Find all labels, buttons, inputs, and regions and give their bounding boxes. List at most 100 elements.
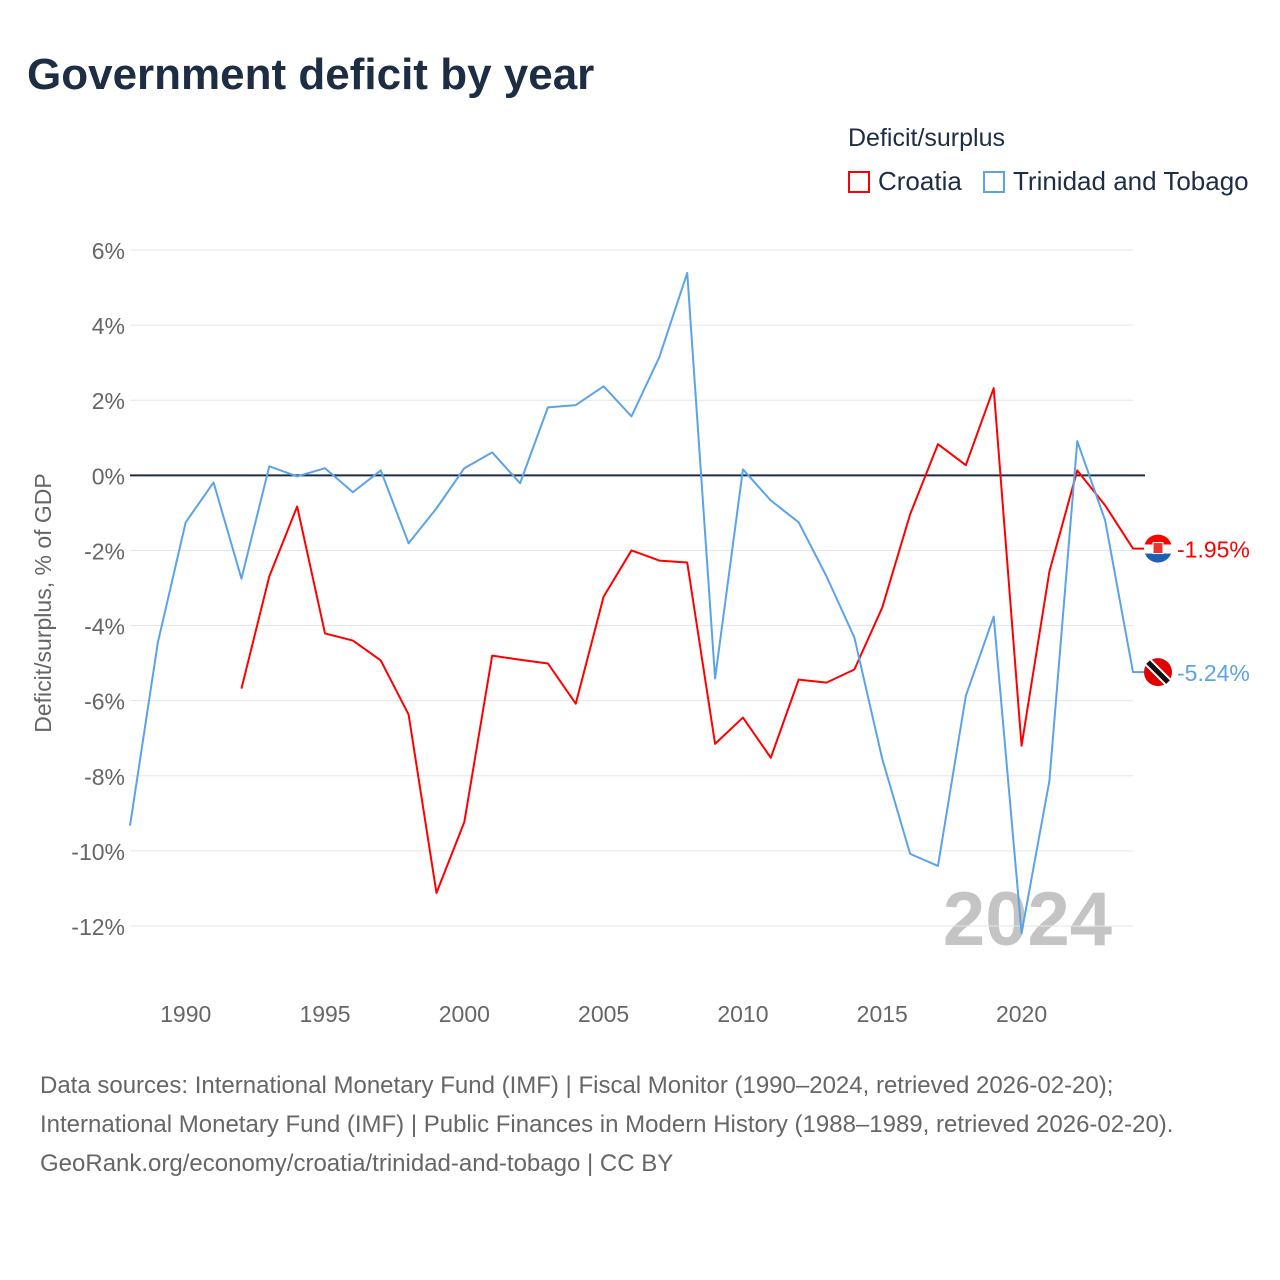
data-point [991, 385, 997, 391]
x-tick-label: 2010 [717, 1001, 768, 1027]
data-point [378, 657, 384, 663]
data-point [406, 712, 412, 718]
data-point [238, 686, 244, 692]
data-point [489, 653, 495, 659]
y-tick-label: -2% [84, 538, 125, 564]
y-tick-label: -12% [71, 914, 125, 940]
data-point [656, 354, 662, 360]
data-point [1074, 438, 1080, 444]
y-tick-label: 6% [92, 238, 125, 264]
data-point [211, 479, 217, 485]
data-point [406, 540, 412, 546]
data-point [879, 756, 885, 762]
data-point [1019, 930, 1025, 936]
data-point [935, 441, 941, 447]
data-point [238, 576, 244, 582]
data-point [322, 465, 328, 471]
data-point [155, 639, 161, 645]
legend-swatch-trinidad [983, 170, 1005, 193]
data-point [1046, 778, 1052, 784]
data-point [712, 676, 718, 682]
data-point [378, 467, 384, 473]
x-tick-label: 2000 [439, 1001, 490, 1027]
legend-item-croatia[interactable]: Croatia [848, 166, 962, 197]
sources: Data sources: International Monetary Fun… [40, 1066, 1240, 1183]
data-point [991, 614, 997, 620]
end-value-label: -5.24% [1177, 660, 1250, 686]
data-point [879, 605, 885, 611]
data-point [1046, 568, 1052, 574]
data-point [266, 573, 272, 579]
data-point [1130, 546, 1136, 552]
sources-text: Data sources: International Monetary Fun… [40, 1072, 1174, 1138]
data-point [684, 270, 690, 276]
legend-label: Croatia [878, 166, 962, 196]
data-point [350, 638, 356, 644]
data-point [963, 462, 969, 468]
chart-title: Government deficit by year [27, 50, 595, 99]
croatia-flag-icon [1144, 534, 1172, 563]
year-watermark: 2024 [943, 877, 1112, 962]
data-point [796, 677, 802, 683]
data-point [350, 489, 356, 495]
data-point [629, 413, 635, 419]
legend-swatch-croatia [848, 170, 870, 193]
series-line-0 [240, 387, 1145, 894]
data-point [768, 755, 774, 761]
data-point [740, 466, 746, 472]
end-value-label: -1.95% [1177, 537, 1250, 563]
data-point [461, 819, 467, 825]
data-point [183, 519, 189, 525]
data-point [322, 630, 328, 636]
data-point [294, 504, 300, 510]
y-tick-label: -10% [71, 839, 125, 865]
data-point [1102, 517, 1108, 523]
data-point [629, 547, 635, 553]
data-point [935, 863, 941, 869]
x-tick-label: 1995 [299, 1001, 350, 1027]
data-point [907, 851, 913, 857]
y-tick-label: -6% [84, 689, 125, 715]
x-tick-label: 2015 [857, 1001, 908, 1027]
data-point [433, 890, 439, 896]
y-tick-label: -8% [84, 764, 125, 790]
chart-area: 2024 6% 4% 2% 0% -2% -4% -6% -8% -10% -12% 1990 1995… [30, 238, 1250, 1027]
data-point [851, 666, 857, 672]
data-point [740, 715, 746, 721]
data-point [1102, 502, 1108, 508]
legend-title: Deficit/surplus [848, 124, 1005, 152]
data-point [545, 404, 551, 410]
y-axis-label: Deficit/surplus, % of GDP [30, 473, 56, 732]
data-point [601, 383, 607, 389]
legend-label: Trinidad and Tobago [1013, 166, 1249, 196]
data-point [545, 660, 551, 666]
data-point [768, 497, 774, 503]
data-point [573, 701, 579, 707]
data-point [1019, 743, 1025, 749]
x-tick-label: 2020 [996, 1001, 1047, 1027]
series-line-1 [129, 271, 1145, 935]
legend-item-trinidad[interactable]: Trinidad and Tobago [983, 166, 1249, 197]
data-point [963, 693, 969, 699]
data-point [851, 635, 857, 641]
data-point [824, 680, 830, 686]
y-tick-label: -4% [84, 614, 125, 640]
data-point [656, 558, 662, 564]
y-tick-label: 4% [92, 313, 125, 339]
y-tick-label: 2% [92, 388, 125, 414]
trinidad-flag-icon [1144, 658, 1172, 687]
data-point [461, 465, 467, 471]
data-point [796, 519, 802, 525]
data-point [684, 559, 690, 565]
data-point [127, 823, 133, 829]
x-tick-label: 1990 [160, 1001, 211, 1027]
data-point [1130, 669, 1136, 675]
data-point [489, 449, 495, 455]
y-tick-label: 0% [92, 463, 125, 489]
data-point [824, 573, 830, 579]
data-point [573, 402, 579, 408]
data-point [907, 511, 913, 517]
source-link[interactable]: GeoRank.org/economy/croatia/trinidad-and… [40, 1150, 674, 1177]
data-point [266, 463, 272, 469]
data-point [294, 473, 300, 479]
